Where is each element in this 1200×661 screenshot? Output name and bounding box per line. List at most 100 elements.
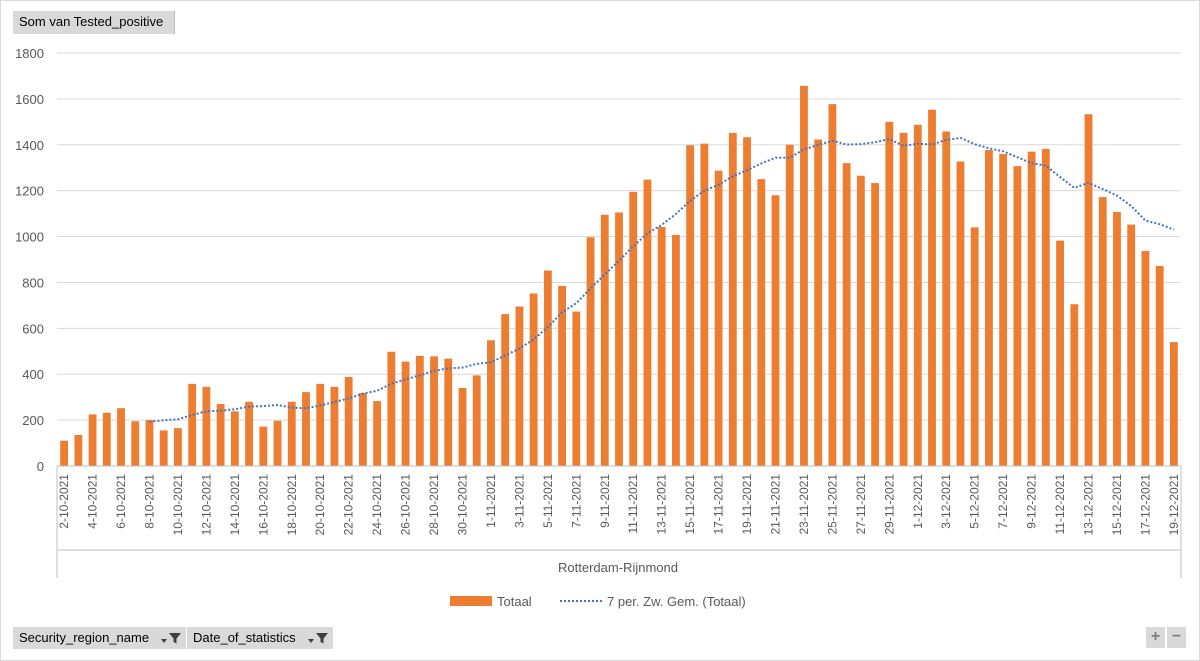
bar <box>1041 148 1050 466</box>
bar <box>885 121 894 466</box>
bar <box>828 104 837 467</box>
bar <box>643 179 652 467</box>
x-axis-tick-labels: 2-10-2021 4-10-2021 6-10-2021 8-10-2021 10-1… <box>57 474 1181 536</box>
bar <box>629 191 638 466</box>
x-tick-label: 26-10-2021 <box>399 474 413 536</box>
x-tick-label: 29-11-2021 <box>882 474 896 535</box>
x-tick-label: 1-11-2021 <box>484 474 498 528</box>
x-tick-label: 10-10-2021 <box>171 474 185 536</box>
x-tick-label: 28-10-2021 <box>427 474 441 536</box>
x-tick-label: 5-11-2021 <box>541 474 555 528</box>
bar <box>970 227 979 466</box>
y-tick-label: 1800 <box>15 46 44 61</box>
x-tick-label: 17-12-2021 <box>1138 474 1152 536</box>
bar <box>600 214 609 466</box>
x-tick-label: 27-11-2021 <box>854 474 868 535</box>
filter-label-security-region: Security_region_name <box>19 630 150 645</box>
y-tick-label: 1400 <box>15 138 44 153</box>
legend: Totaal 7 per. Zw. Gem. (Totaal) <box>450 594 746 609</box>
bar <box>1141 251 1150 466</box>
x-tick-label: 15-11-2021 <box>683 474 697 535</box>
bar <box>330 386 339 466</box>
x-tick-label: 25-11-2021 <box>825 474 839 535</box>
bar <box>899 132 908 466</box>
x-tick-label: 20-10-2021 <box>313 474 327 536</box>
bar <box>956 161 965 466</box>
bar <box>117 408 125 466</box>
bar <box>1127 224 1136 466</box>
collapse-field-button[interactable]: − <box>1167 627 1186 648</box>
legend-label-totaal: Totaal <box>497 594 532 609</box>
filter-funnel-icon <box>316 633 328 644</box>
bar <box>942 131 951 466</box>
bar <box>245 401 253 466</box>
bar <box>1070 304 1079 466</box>
bar <box>302 392 310 466</box>
bar <box>856 175 865 466</box>
x-tick-label: 22-10-2021 <box>342 474 356 536</box>
bar <box>913 124 922 467</box>
bar <box>174 428 182 466</box>
x-tick-label: 9-12-2021 <box>1025 474 1039 529</box>
bar <box>928 109 936 466</box>
bar <box>387 351 396 466</box>
x-tick-label: 16-10-2021 <box>256 474 270 536</box>
bar <box>515 306 524 466</box>
bar <box>401 361 410 466</box>
bar <box>444 358 453 466</box>
y-tick-label: 400 <box>22 367 44 382</box>
bar <box>344 376 353 466</box>
bar <box>373 401 382 466</box>
bar <box>814 139 823 466</box>
x-tick-label: 21-11-2021 <box>769 474 783 535</box>
value-field-button[interactable]: Som van Tested_positive <box>13 11 175 34</box>
bar <box>728 132 737 466</box>
bar <box>558 285 567 466</box>
x-tick-label: 3-12-2021 <box>939 474 953 529</box>
x-axis <box>56 465 1182 578</box>
trend-line <box>149 136 1175 423</box>
x-tick-label: 7-11-2021 <box>569 474 583 528</box>
x-tick-label: 18-10-2021 <box>285 474 299 536</box>
bar <box>1056 240 1064 466</box>
trend-series <box>149 136 1175 423</box>
x-tick-label: 3-11-2021 <box>512 474 526 528</box>
bar <box>202 386 211 466</box>
y-tick-label: 600 <box>22 321 44 336</box>
bar <box>1113 212 1121 466</box>
expand-field-button[interactable]: + <box>1146 627 1165 648</box>
x-tick-label: 6-10-2021 <box>114 474 128 529</box>
bar <box>159 430 168 466</box>
bar <box>259 426 268 466</box>
bar <box>358 393 367 466</box>
bar <box>543 270 552 466</box>
filter-button-security-region[interactable]: Security_region_name <box>13 627 186 649</box>
bar <box>586 237 595 466</box>
bar <box>657 226 666 466</box>
x-tick-label: 9-11-2021 <box>598 474 612 528</box>
bar <box>102 412 111 466</box>
filter-funnel-icon <box>169 633 181 644</box>
filter-label-date-of-statistics: Date_of_statistics <box>193 630 296 645</box>
y-axis-tick-labels: 0 200 400 600 800 1000 1200 1400 1600 1800 <box>15 46 44 474</box>
bar <box>430 356 438 466</box>
x-tick-label: 19-12-2021 <box>1167 474 1181 536</box>
x-tick-label: 17-11-2021 <box>712 474 726 535</box>
bar <box>316 383 325 466</box>
bar <box>287 401 296 466</box>
y-tick-label: 1200 <box>15 184 44 199</box>
bar <box>472 375 481 466</box>
x-tick-label: 14-10-2021 <box>228 474 242 536</box>
bar <box>1098 197 1107 466</box>
bar-series-totaal <box>60 85 1178 467</box>
y-tick-label: 200 <box>22 413 44 428</box>
x-tick-label: 30-10-2021 <box>455 474 469 536</box>
y-tick-label: 1600 <box>15 92 44 107</box>
filter-button-date-of-statistics[interactable]: Date_of_statistics <box>187 627 333 649</box>
x-tick-label: 11-12-2021 <box>1053 474 1067 535</box>
y-tick-label: 800 <box>22 275 44 290</box>
bar <box>458 387 467 466</box>
chevron-down-icon <box>161 639 167 643</box>
bar <box>785 144 794 466</box>
x-tick-label: 11-11-2021 <box>626 474 640 534</box>
